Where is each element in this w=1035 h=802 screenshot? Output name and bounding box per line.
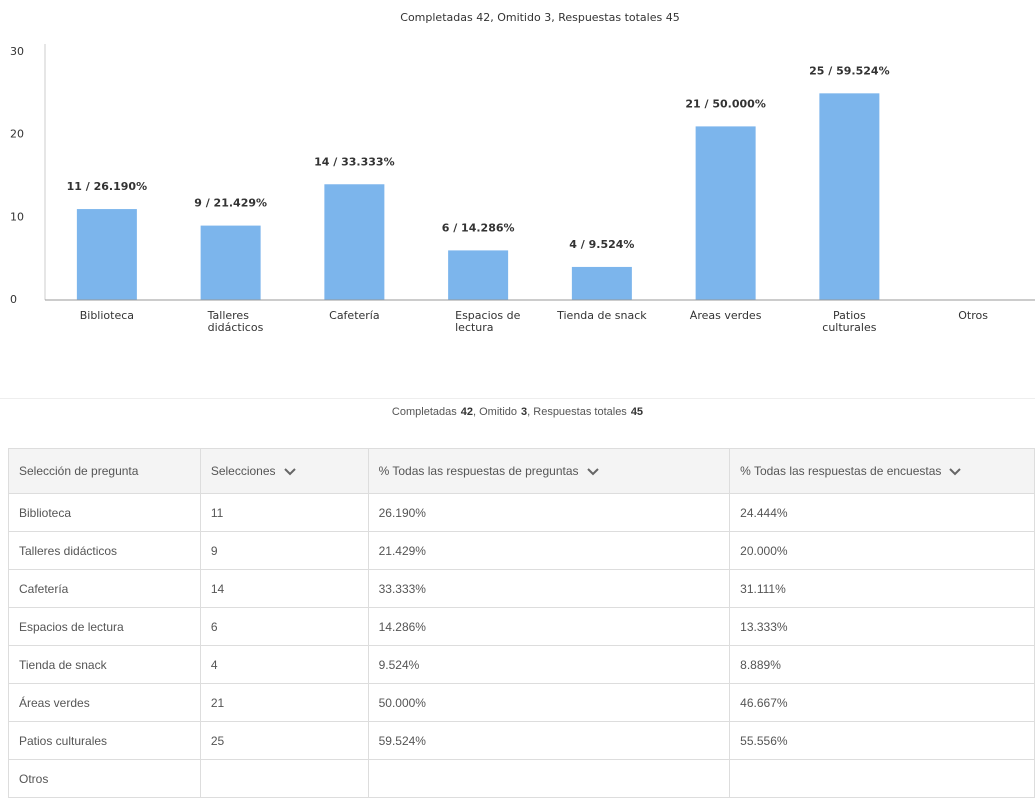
table-row: Áreas verdes 21 50.000% 46.667%	[8, 683, 1035, 722]
table-cell: 21.429%	[367, 531, 731, 570]
x-tick-label: Otros	[958, 310, 988, 322]
table-row: Patios culturales 25 59.524% 55.556%	[8, 721, 1035, 760]
table-row: Tienda de snack 4 9.524% 8.889%	[8, 645, 1035, 684]
column-header-text: % Todas las respuestas de preguntas	[378, 464, 579, 478]
table-cell: Tienda de snack	[8, 645, 201, 684]
value-label: 25 / 59.524%	[809, 64, 889, 77]
column-header[interactable]: Selecciones	[199, 448, 369, 494]
column-header: Selección de pregunta	[8, 448, 201, 494]
table-cell: 21	[199, 683, 369, 722]
table-cell: 59.524%	[367, 721, 731, 760]
bar	[819, 93, 880, 300]
y-tick-label: 30	[10, 45, 24, 58]
x-tick-label-box: Otros	[958, 310, 988, 322]
x-tick-label-box: Espacios de lectura	[455, 310, 521, 334]
table-cell: 14	[199, 569, 369, 608]
column-header-text: Selecciones	[210, 464, 276, 478]
bar	[695, 126, 756, 301]
results-table: Selección de pregunta Selecciones % Todas …	[8, 448, 1035, 798]
x-tick-label: Espacios de lectura	[455, 310, 521, 334]
sort-icon[interactable]	[949, 468, 962, 476]
summary-number: 42	[460, 406, 473, 418]
table-cell	[729, 759, 1035, 798]
summary-number: 3	[521, 406, 528, 418]
x-tick-label: Cafetería	[329, 310, 380, 322]
table-cell: Biblioteca	[8, 493, 201, 532]
header-row: Selección de pregunta Selecciones % Todas …	[8, 448, 1035, 494]
table-cell: Cafetería	[8, 569, 201, 608]
x-tick-label-box: Áreas verdes	[689, 310, 762, 322]
y-tick-label: 20	[10, 128, 24, 141]
table-row: Cafetería 14 33.333% 31.111%	[8, 569, 1035, 608]
table-summary: Completadas 42, Omitido 3, Respuestas tota…	[0, 406, 1035, 418]
table-cell: 14.286%	[367, 607, 731, 646]
x-tick-label: Tienda de snack	[557, 310, 647, 322]
table-cell: Espacios de lectura	[8, 607, 201, 646]
summary-label: , Respuestas totales	[527, 406, 627, 418]
x-tick-label-box: Cafetería	[329, 310, 380, 322]
bar	[324, 184, 385, 300]
x-tick-label-box: Talleres didácticos	[207, 310, 264, 334]
x-tick-label-box: Patios culturales	[822, 310, 877, 334]
table-cell: 9.524%	[367, 645, 731, 684]
table-cell: 50.000%	[367, 683, 731, 722]
sort-icon[interactable]	[586, 468, 599, 476]
y-tick-label: 10	[10, 210, 24, 223]
chart-title: Completadas 42, Omitido 3, Respuestas to…	[400, 11, 679, 24]
x-tick-label: Talleres didácticos	[207, 310, 264, 334]
table-cell: 6	[199, 607, 369, 646]
table-cell: 46.667%	[729, 683, 1035, 722]
value-label: 14 / 33.333%	[314, 155, 394, 168]
column-header-text: Selección de pregunta	[19, 464, 139, 478]
bar	[571, 266, 632, 300]
table-cell: 33.333%	[367, 569, 731, 608]
bar	[448, 250, 509, 300]
bar	[200, 225, 261, 300]
x-tick-label: Áreas verdes	[689, 310, 762, 322]
table-row: Biblioteca 11 26.190% 24.444%	[8, 493, 1035, 532]
value-label: 6 / 14.286%	[442, 221, 515, 234]
y-tick-label: 0	[10, 293, 17, 306]
table-cell: Áreas verdes	[8, 683, 201, 722]
table-row: Talleres didácticos 9 21.429% 20.000%	[8, 531, 1035, 570]
table-cell: 13.333%	[729, 607, 1035, 646]
column-header-text: % Todas las respuestas de encuestas	[740, 464, 942, 478]
table-cell	[367, 759, 731, 798]
separator	[0, 398, 1035, 399]
table-cell: 11	[199, 493, 369, 532]
summary-label: Completadas	[391, 406, 457, 418]
sort-icon[interactable]	[283, 468, 296, 476]
table-cell: 26.190%	[367, 493, 731, 532]
table-cell: 9	[199, 531, 369, 570]
table-cell	[199, 759, 369, 798]
summary-number: 45	[630, 406, 644, 418]
chart: Completadas 42, Omitido 3, Respuestas to…	[10, 11, 1035, 334]
value-label: 4 / 9.524%	[569, 238, 634, 251]
table-cell: 31.111%	[729, 569, 1035, 608]
table-cell: 55.556%	[729, 721, 1035, 760]
table-cell: 25	[199, 721, 369, 760]
table-cell: Talleres didácticos	[8, 531, 201, 570]
column-header[interactable]: % Todas las respuestas de encuestas	[729, 448, 1035, 494]
x-tick-label: Patios culturales	[822, 310, 877, 334]
value-label: 21 / 50.000%	[685, 97, 765, 110]
value-label: 9 / 21.429%	[194, 197, 267, 210]
table-cell: 24.444%	[729, 493, 1035, 532]
table-cell: 4	[199, 645, 369, 684]
x-tick-label-box: Biblioteca	[79, 310, 135, 322]
table-row: Otros	[8, 759, 1035, 798]
table-cell: Patios culturales	[8, 721, 201, 760]
x-tick-label: Biblioteca	[79, 310, 135, 322]
table-cell: 8.889%	[729, 645, 1035, 684]
column-header[interactable]: % Todas las respuestas de preguntas	[367, 448, 731, 494]
table-cell: Otros	[8, 759, 201, 798]
table-cell: 20.000%	[729, 531, 1035, 570]
table-row: Espacios de lectura 6 14.286% 13.333%	[8, 607, 1035, 646]
value-label: 11 / 26.190%	[67, 180, 147, 193]
summary-label: , Omitido	[473, 406, 518, 418]
bar	[76, 209, 137, 300]
x-tick-label-box: Tienda de snack	[557, 310, 647, 322]
